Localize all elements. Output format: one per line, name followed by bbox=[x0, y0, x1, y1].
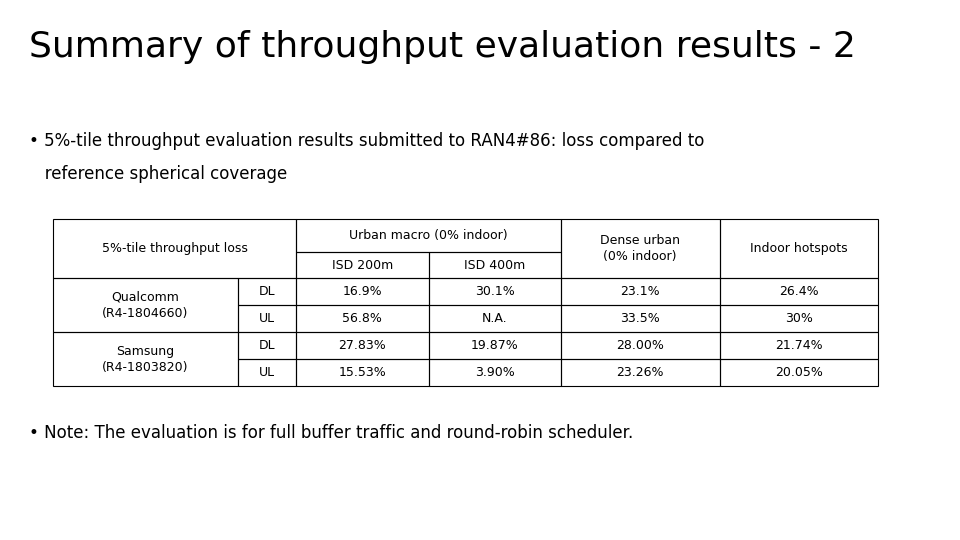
Bar bbox=[428, 359, 561, 386]
Text: Summary of throughput evaluation results - 2: Summary of throughput evaluation results… bbox=[29, 30, 855, 64]
Text: 30.1%: 30.1% bbox=[475, 285, 515, 298]
Text: • 5%-tile throughput evaluation results submitted to RAN4#86: loss compared to: • 5%-tile throughput evaluation results … bbox=[29, 132, 705, 150]
Text: 5%-tile throughput loss: 5%-tile throughput loss bbox=[102, 242, 248, 255]
Text: 15.53%: 15.53% bbox=[339, 366, 386, 379]
Text: 21.74%: 21.74% bbox=[776, 339, 823, 352]
Text: • Note: The evaluation is for full buffer traffic and round-robin scheduler.: • Note: The evaluation is for full buffe… bbox=[29, 424, 633, 442]
Text: 23.26%: 23.26% bbox=[616, 366, 664, 379]
Text: Samsung
(R4-1803820): Samsung (R4-1803820) bbox=[102, 345, 189, 374]
Bar bbox=[720, 278, 878, 305]
Bar bbox=[561, 278, 720, 305]
Text: DL: DL bbox=[259, 285, 276, 298]
Text: ISD 200m: ISD 200m bbox=[332, 259, 393, 272]
Bar bbox=[720, 359, 878, 386]
Text: 28.00%: 28.00% bbox=[616, 339, 664, 352]
Bar bbox=[561, 219, 720, 278]
Text: 16.9%: 16.9% bbox=[343, 285, 382, 298]
Bar bbox=[720, 305, 878, 332]
Text: ISD 400m: ISD 400m bbox=[464, 259, 525, 272]
Bar bbox=[297, 359, 428, 386]
Bar bbox=[561, 359, 720, 386]
Text: Urban macro (0% indoor): Urban macro (0% indoor) bbox=[349, 229, 508, 242]
Text: Dense urban
(0% indoor): Dense urban (0% indoor) bbox=[600, 234, 681, 263]
Text: DL: DL bbox=[259, 339, 276, 352]
Text: 19.87%: 19.87% bbox=[470, 339, 518, 352]
Bar bbox=[297, 278, 428, 305]
Bar bbox=[428, 332, 561, 359]
Bar bbox=[53, 278, 238, 332]
Text: reference spherical coverage: reference spherical coverage bbox=[29, 165, 287, 183]
Text: UL: UL bbox=[259, 312, 276, 325]
Text: 26.4%: 26.4% bbox=[780, 285, 819, 298]
Bar bbox=[238, 278, 297, 305]
Bar bbox=[297, 219, 561, 252]
Text: 20.05%: 20.05% bbox=[775, 366, 823, 379]
Bar bbox=[238, 359, 297, 386]
Bar bbox=[720, 219, 878, 278]
Text: Indoor hotspots: Indoor hotspots bbox=[750, 242, 848, 255]
Bar bbox=[238, 305, 297, 332]
Bar bbox=[428, 305, 561, 332]
Text: 23.1%: 23.1% bbox=[620, 285, 660, 298]
Bar bbox=[53, 219, 297, 278]
Text: 27.83%: 27.83% bbox=[339, 339, 386, 352]
Text: 3.90%: 3.90% bbox=[475, 366, 515, 379]
Bar bbox=[561, 305, 720, 332]
Text: 33.5%: 33.5% bbox=[620, 312, 660, 325]
Text: 56.8%: 56.8% bbox=[343, 312, 382, 325]
Bar bbox=[561, 332, 720, 359]
Bar bbox=[297, 305, 428, 332]
Bar bbox=[297, 252, 428, 278]
Bar bbox=[428, 278, 561, 305]
Bar bbox=[53, 332, 238, 386]
Text: N.A.: N.A. bbox=[482, 312, 508, 325]
Bar bbox=[238, 332, 297, 359]
Text: Qualcomm
(R4-1804660): Qualcomm (R4-1804660) bbox=[102, 291, 188, 320]
Text: UL: UL bbox=[259, 366, 276, 379]
Bar bbox=[428, 252, 561, 278]
Bar bbox=[297, 332, 428, 359]
Bar bbox=[720, 332, 878, 359]
Text: 30%: 30% bbox=[785, 312, 813, 325]
